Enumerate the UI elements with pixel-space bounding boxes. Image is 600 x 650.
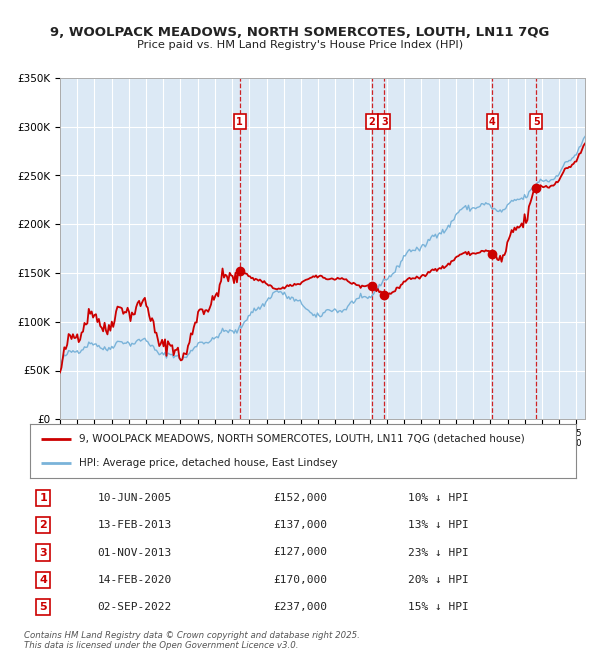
Text: £237,000: £237,000	[273, 602, 327, 612]
Text: Price paid vs. HM Land Registry's House Price Index (HPI): Price paid vs. HM Land Registry's House …	[137, 40, 463, 50]
Text: 10-JUN-2005: 10-JUN-2005	[97, 493, 172, 503]
Text: Contains HM Land Registry data © Crown copyright and database right 2025.
This d: Contains HM Land Registry data © Crown c…	[24, 630, 360, 650]
Text: £137,000: £137,000	[273, 520, 327, 530]
Text: 4: 4	[40, 575, 47, 585]
Text: 23% ↓ HPI: 23% ↓ HPI	[407, 547, 469, 558]
Text: 3: 3	[40, 547, 47, 558]
Text: £152,000: £152,000	[273, 493, 327, 503]
Text: 2: 2	[40, 520, 47, 530]
Text: HPI: Average price, detached house, East Lindsey: HPI: Average price, detached house, East…	[79, 458, 338, 469]
Text: 10% ↓ HPI: 10% ↓ HPI	[407, 493, 469, 503]
Text: 1: 1	[40, 493, 47, 503]
Text: 4: 4	[489, 117, 496, 127]
Text: 3: 3	[381, 117, 388, 127]
Text: 5: 5	[533, 117, 539, 127]
Text: 9, WOOLPACK MEADOWS, NORTH SOMERCOTES, LOUTH, LN11 7QG (detached house): 9, WOOLPACK MEADOWS, NORTH SOMERCOTES, L…	[79, 434, 525, 444]
Text: 01-NOV-2013: 01-NOV-2013	[97, 547, 172, 558]
Text: 9, WOOLPACK MEADOWS, NORTH SOMERCOTES, LOUTH, LN11 7QG: 9, WOOLPACK MEADOWS, NORTH SOMERCOTES, L…	[50, 26, 550, 39]
Text: 02-SEP-2022: 02-SEP-2022	[97, 602, 172, 612]
Text: 14-FEB-2020: 14-FEB-2020	[97, 575, 172, 585]
Text: £127,000: £127,000	[273, 547, 327, 558]
Text: 13-FEB-2013: 13-FEB-2013	[97, 520, 172, 530]
Text: 1: 1	[236, 117, 243, 127]
Text: £170,000: £170,000	[273, 575, 327, 585]
Text: 5: 5	[40, 602, 47, 612]
Text: 20% ↓ HPI: 20% ↓ HPI	[407, 575, 469, 585]
Text: 2: 2	[368, 117, 375, 127]
Text: 13% ↓ HPI: 13% ↓ HPI	[407, 520, 469, 530]
Text: 15% ↓ HPI: 15% ↓ HPI	[407, 602, 469, 612]
